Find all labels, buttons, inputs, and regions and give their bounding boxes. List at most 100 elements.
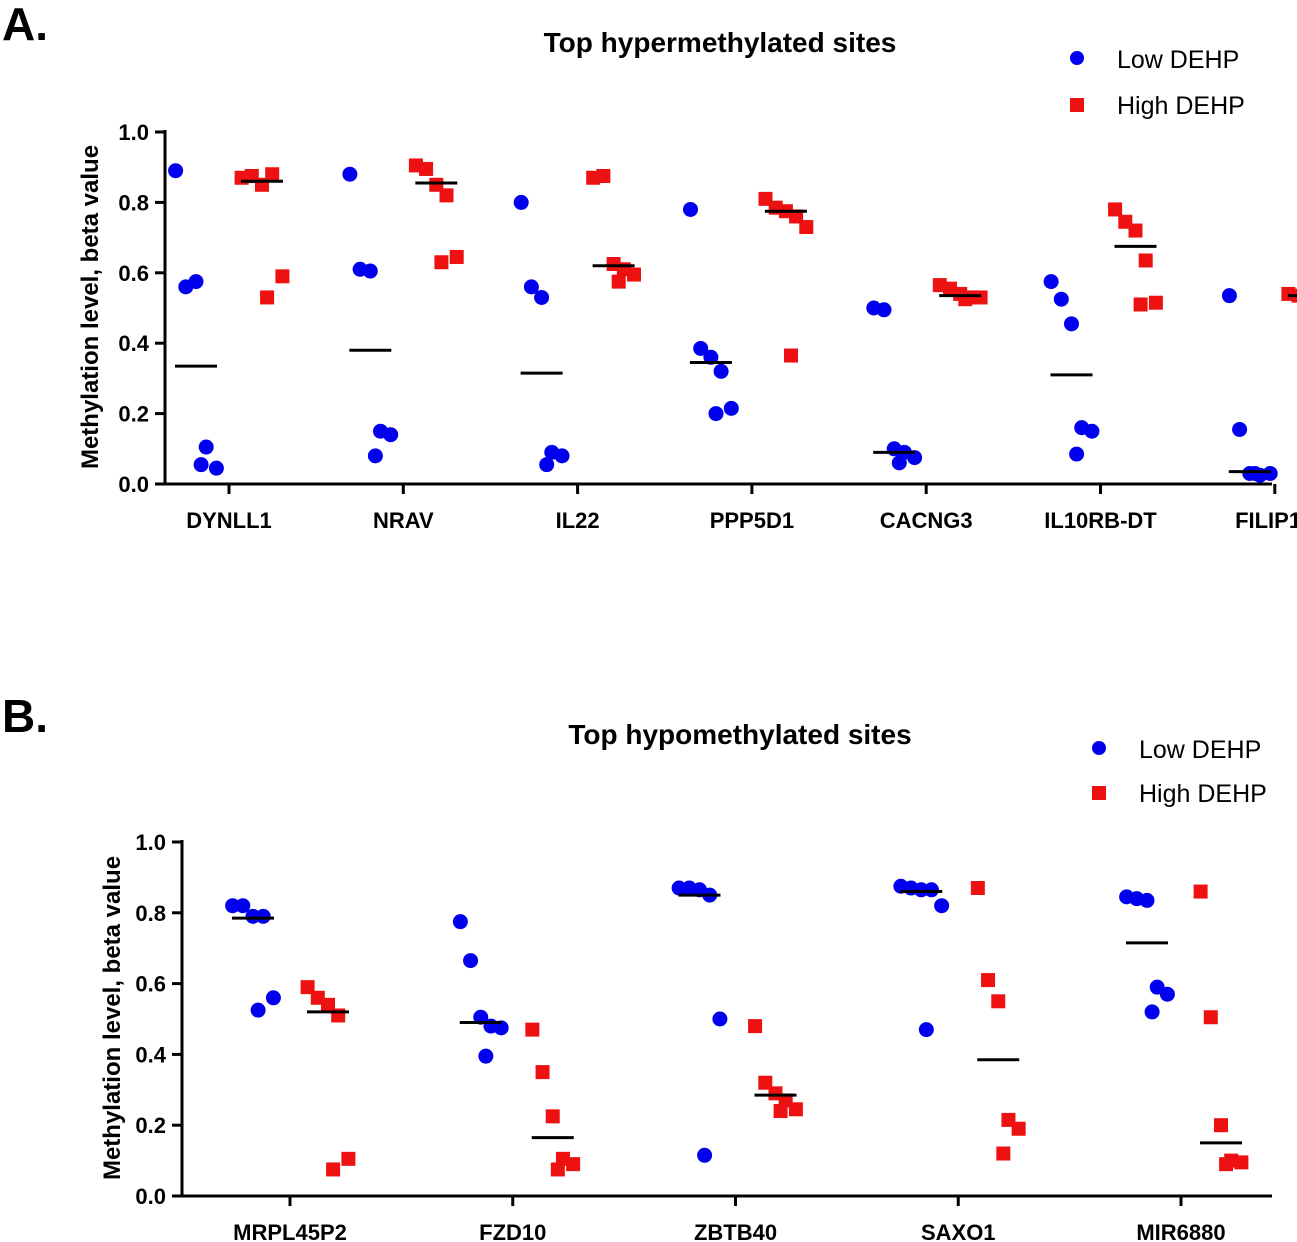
panel-a-low-dehp-point: [383, 427, 399, 443]
panel-b-high-dehp-point: [1011, 1121, 1026, 1136]
panel-b-high-dehp-point: [981, 973, 996, 988]
panel-b-y-tick-label: 0.8: [135, 901, 166, 926]
panel-a-high-dehp-point: [1138, 253, 1153, 268]
panel-a-low-dehp-point: [713, 363, 729, 379]
panel-a-low-dehp-point: [554, 448, 570, 464]
panel-a-high-dehp-point: [596, 169, 611, 183]
panel-a-category-label: NRAV: [373, 508, 434, 533]
panel-b-low-dehp-point: [463, 953, 479, 969]
panel-b-category-label: MRPL45P2: [233, 1220, 347, 1242]
panel-a-plot: 0.0 0.2 0.4 0.6 0.8 1.0 DYNLL1 NRAV IL22 PPP5D1 CA…: [118, 120, 1297, 533]
panel-a-low-dehp-point: [907, 450, 923, 466]
panel-a-high-dehp-point: [1148, 295, 1163, 310]
panel-a-low-dehp-point: [1064, 316, 1079, 332]
panel-a-high-dehp-point: [789, 209, 804, 224]
panel-b-legend: Low DEHP High DEHP: [1092, 736, 1267, 808]
panel-b-low-dehp-point: [712, 1011, 728, 1027]
panel-a-y-tick-label: 0.8: [118, 190, 149, 215]
panel-b-low-dehp-point: [493, 1020, 509, 1036]
panel-b-high-dehp-point: [996, 1146, 1011, 1161]
panel-a-low-dehp-point: [708, 406, 724, 422]
panel-a-high-dehp-point: [439, 188, 454, 203]
panel-a-low-dehp-point: [198, 439, 214, 455]
panel-a-low-dehp-point: [1221, 288, 1237, 304]
panel-a-high-dehp-point: [419, 161, 434, 176]
panel-b-high-dehp-point: [525, 1022, 540, 1037]
panel-b-low-dehp-point: [265, 990, 281, 1006]
panel-a-high-dehp-point: [260, 290, 275, 305]
panel-b-category-label: FZD10: [479, 1220, 546, 1242]
panel-a-category-label: PPP5D1: [710, 508, 794, 533]
panel-b-high-dehp-point: [758, 1075, 773, 1090]
panel-a-low-dehp-point: [208, 460, 224, 476]
panel-a-y-tick-label: 1.0: [118, 120, 149, 145]
panel-b-low-dehp-point: [452, 914, 468, 930]
panel-a-low-dehp-point: [193, 457, 209, 473]
panel-b-plot: 0.0 0.2 0.4 0.6 0.8 1.0 MRPL45P2 FZD10 ZBTB40 SAX…: [135, 830, 1272, 1242]
panel-b-y-axis-title: Methylation level, beta value: [99, 856, 126, 1180]
panel-a-category-label: IL10RB-DT: [1044, 508, 1157, 533]
panel-b-high-dehp-point: [341, 1151, 356, 1166]
panel-b-legend-low-marker: [1092, 741, 1106, 755]
panel-b-category-label: SAXO1: [921, 1220, 996, 1242]
panel-a-high-dehp-point: [449, 249, 464, 264]
panel-a-high-dehp-point: [1133, 297, 1148, 312]
panel-b: B. Top hypomethylated sites Methylation …: [2, 690, 1272, 1242]
panel-b-legend-low-label: Low DEHP: [1139, 736, 1261, 764]
panel-b-high-dehp-point: [545, 1109, 560, 1124]
panel-a-low-dehp-point: [534, 289, 550, 305]
panel-a-y-tick-label: 0.2: [118, 402, 149, 427]
panel-b-low-dehp-point: [235, 898, 251, 914]
panel-b-high-dehp-point: [326, 1162, 341, 1177]
panel-a-category-label: IL22: [556, 508, 600, 533]
panel-b-legend-high-marker: [1092, 786, 1106, 800]
panel-a-low-dehp-point: [683, 201, 698, 217]
panel-b-high-dehp-point: [1214, 1118, 1228, 1133]
panel-b-low-dehp-point: [1144, 1004, 1160, 1020]
panel-b-high-dehp-point: [321, 997, 335, 1012]
panel-b-category-label: ZBTB40: [694, 1220, 777, 1242]
panel-a-high-dehp-point: [627, 267, 641, 282]
panel-a-low-dehp-point: [362, 263, 378, 279]
panel-b-high-dehp-point: [1203, 1010, 1218, 1025]
panel-b-high-dehp-point: [550, 1162, 565, 1177]
panel-a-legend-high-marker: [1070, 98, 1084, 112]
panel-a-low-dehp-point: [891, 455, 907, 471]
panel-b-low-dehp-point: [478, 1048, 494, 1064]
panel-a-low-dehp-point: [168, 163, 184, 179]
panel-b-low-dehp-point: [250, 1002, 266, 1018]
panel-b-high-dehp-point: [991, 994, 1006, 1009]
panel-b-low-dehp-point: [918, 1022, 934, 1038]
panel-b-y-tick-label: 0.0: [135, 1184, 166, 1209]
panel-a-category-label: DYNLL1: [186, 508, 272, 533]
panel-b-high-dehp-point: [748, 1019, 763, 1034]
panel-b-letter: B.: [2, 690, 48, 742]
panel-a-high-dehp-point: [265, 167, 280, 182]
panel-a-low-dehp-point: [523, 279, 539, 295]
panel-b-high-dehp-point: [970, 881, 985, 896]
panel-b-high-dehp-point: [1234, 1155, 1249, 1170]
panel-b-high-dehp-point: [788, 1102, 803, 1117]
panel-a-legend-high-label: High DEHP: [1117, 92, 1245, 120]
panel-b-high-dehp-point: [566, 1157, 581, 1172]
panel-a-y-tick-label: 0.0: [118, 472, 149, 497]
panel-a-low-dehp-point: [1084, 423, 1100, 439]
panel-a-category-label: FILIP1L: [1235, 508, 1297, 533]
panel-a-low-dehp-point: [876, 302, 892, 318]
panel-b-legend-high-label: High DEHP: [1139, 780, 1267, 808]
panel-b-low-dehp-point: [255, 908, 271, 924]
panel-a-high-dehp-point: [434, 255, 449, 270]
panel-a-low-dehp-point: [1069, 446, 1085, 462]
panel-b-low-dehp-point: [1139, 892, 1155, 908]
panel-b-high-dehp-point: [1193, 884, 1208, 899]
panel-a-y-tick-label: 0.6: [118, 261, 149, 286]
panel-a-low-dehp-point: [539, 457, 555, 473]
panel-b-category-label: MIR6880: [1136, 1220, 1225, 1242]
panel-a: A. Top hypermethylated sites Methylation…: [2, 0, 1297, 533]
panel-a-high-dehp-point: [429, 177, 444, 192]
panel-a-legend: Low DEHP High DEHP: [1070, 46, 1245, 120]
panel-b-low-dehp-point: [1159, 986, 1175, 1002]
panel-a-low-dehp-point: [723, 400, 739, 416]
panel-a-legend-low-marker: [1070, 51, 1084, 65]
